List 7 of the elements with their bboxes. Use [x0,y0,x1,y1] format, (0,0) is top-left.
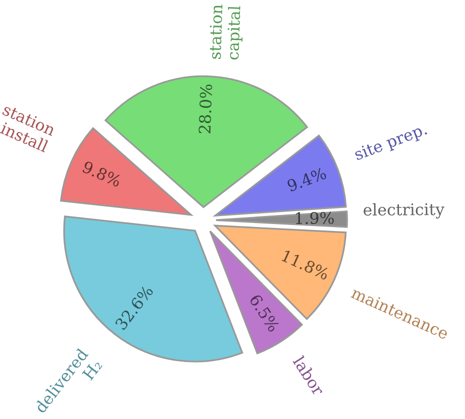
slice-label: site prep. [353,122,428,164]
data-label: 9.4% [286,166,327,192]
slice-label: electricity [364,202,444,220]
slice-label: station capital [208,4,244,60]
data-label: 28.0% [198,84,212,134]
data-label: 9.8% [82,160,122,188]
data-label: 1.9% [296,212,334,224]
